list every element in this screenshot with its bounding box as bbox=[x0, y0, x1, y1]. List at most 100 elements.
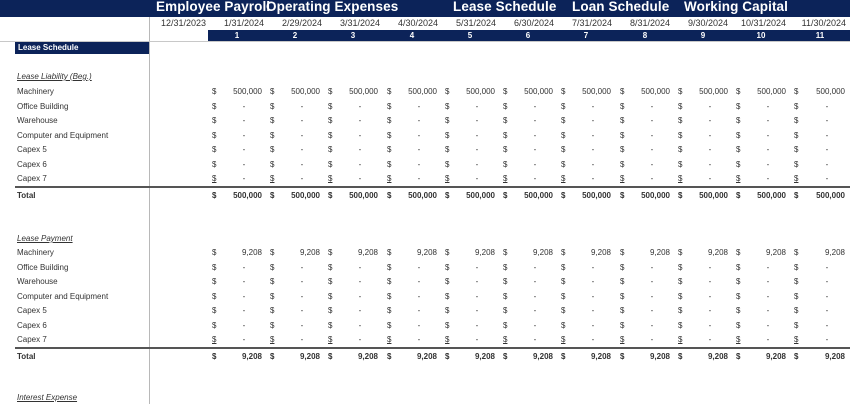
value-cell[interactable]: - bbox=[591, 335, 595, 344]
value-cell[interactable]: - bbox=[475, 291, 479, 301]
value-cell[interactable]: - bbox=[300, 335, 304, 344]
value-cell[interactable]: - bbox=[766, 145, 770, 154]
value-cell[interactable]: 9,208 bbox=[474, 248, 495, 257]
value-cell[interactable]: - bbox=[242, 320, 246, 330]
value-cell[interactable]: - bbox=[533, 130, 537, 140]
value-cell[interactable]: - bbox=[417, 320, 421, 330]
value-cell[interactable]: - bbox=[650, 174, 654, 183]
value-cell[interactable]: 500,000 bbox=[641, 87, 670, 96]
total-value-cell[interactable]: 500,000 bbox=[582, 190, 611, 200]
nav-lease-schedule[interactable]: Lease Schedule bbox=[453, 0, 557, 14]
value-cell[interactable]: - bbox=[358, 277, 362, 286]
value-cell[interactable]: - bbox=[650, 262, 654, 272]
value-cell[interactable]: - bbox=[300, 101, 304, 111]
value-cell[interactable]: - bbox=[650, 320, 654, 330]
value-cell[interactable]: - bbox=[766, 174, 770, 183]
value-cell[interactable]: - bbox=[417, 130, 421, 140]
value-cell[interactable]: - bbox=[708, 145, 712, 154]
value-cell[interactable]: 9,208 bbox=[416, 248, 437, 257]
value-cell[interactable]: - bbox=[475, 320, 479, 330]
value-cell[interactable]: - bbox=[417, 101, 421, 111]
value-cell[interactable]: 9,208 bbox=[241, 248, 262, 257]
value-cell[interactable]: - bbox=[766, 335, 770, 344]
value-cell[interactable]: - bbox=[358, 335, 362, 344]
value-cell[interactable]: - bbox=[417, 306, 421, 315]
value-cell[interactable]: 9,208 bbox=[532, 248, 553, 257]
value-cell[interactable]: - bbox=[825, 262, 829, 272]
value-cell[interactable]: - bbox=[708, 277, 712, 286]
value-cell[interactable]: - bbox=[300, 116, 304, 125]
value-cell[interactable]: - bbox=[650, 291, 654, 301]
value-cell[interactable]: - bbox=[708, 101, 712, 111]
value-cell[interactable]: - bbox=[475, 262, 479, 272]
value-cell[interactable]: - bbox=[591, 320, 595, 330]
value-cell[interactable]: 500,000 bbox=[757, 87, 786, 96]
total-value-cell[interactable]: 500,000 bbox=[233, 190, 262, 200]
value-cell[interactable]: - bbox=[300, 277, 304, 286]
value-cell[interactable]: - bbox=[300, 262, 304, 272]
value-cell[interactable]: - bbox=[300, 145, 304, 154]
value-cell[interactable]: - bbox=[242, 277, 246, 286]
value-cell[interactable]: 500,000 bbox=[582, 87, 611, 96]
value-cell[interactable]: - bbox=[242, 145, 246, 154]
value-cell[interactable]: - bbox=[650, 306, 654, 315]
value-cell[interactable]: 500,000 bbox=[699, 87, 728, 96]
value-cell[interactable]: - bbox=[533, 159, 537, 169]
value-cell[interactable]: - bbox=[708, 306, 712, 315]
value-cell[interactable]: 500,000 bbox=[816, 87, 845, 96]
total-value-cell[interactable]: 9,208 bbox=[241, 351, 262, 361]
value-cell[interactable]: - bbox=[242, 306, 246, 315]
value-cell[interactable]: - bbox=[766, 159, 770, 169]
nav-employee-payroll[interactable]: Employee Payroll bbox=[156, 0, 271, 14]
total-value-cell[interactable]: 500,000 bbox=[699, 190, 728, 200]
value-cell[interactable]: 9,208 bbox=[590, 248, 611, 257]
value-cell[interactable]: 500,000 bbox=[291, 87, 320, 96]
value-cell[interactable]: - bbox=[533, 145, 537, 154]
total-value-cell[interactable]: 500,000 bbox=[641, 190, 670, 200]
value-cell[interactable]: 500,000 bbox=[524, 87, 553, 96]
value-cell[interactable]: - bbox=[533, 335, 537, 344]
value-cell[interactable]: - bbox=[825, 291, 829, 301]
value-cell[interactable]: - bbox=[766, 306, 770, 315]
value-cell[interactable]: - bbox=[358, 101, 362, 111]
value-cell[interactable]: - bbox=[650, 130, 654, 140]
value-cell[interactable]: - bbox=[533, 116, 537, 125]
value-cell[interactable]: - bbox=[300, 159, 304, 169]
value-cell[interactable]: - bbox=[417, 145, 421, 154]
value-cell[interactable]: - bbox=[533, 306, 537, 315]
value-cell[interactable]: 500,000 bbox=[349, 87, 378, 96]
value-cell[interactable]: - bbox=[475, 145, 479, 154]
value-cell[interactable]: - bbox=[417, 277, 421, 286]
value-cell[interactable]: - bbox=[825, 101, 829, 111]
value-cell[interactable]: - bbox=[300, 320, 304, 330]
total-value-cell[interactable]: 500,000 bbox=[466, 190, 495, 200]
value-cell[interactable]: - bbox=[708, 130, 712, 140]
value-cell[interactable]: - bbox=[591, 116, 595, 125]
value-cell[interactable]: - bbox=[475, 174, 479, 183]
total-value-cell[interactable]: 9,208 bbox=[299, 351, 320, 361]
value-cell[interactable]: - bbox=[766, 320, 770, 330]
value-cell[interactable]: - bbox=[825, 277, 829, 286]
value-cell[interactable]: - bbox=[650, 101, 654, 111]
value-cell[interactable]: - bbox=[475, 277, 479, 286]
value-cell[interactable]: - bbox=[358, 320, 362, 330]
value-cell[interactable]: - bbox=[825, 145, 829, 154]
value-cell[interactable]: - bbox=[358, 145, 362, 154]
value-cell[interactable]: - bbox=[242, 159, 246, 169]
value-cell[interactable]: - bbox=[708, 159, 712, 169]
value-cell[interactable]: - bbox=[358, 291, 362, 301]
value-cell[interactable]: - bbox=[242, 291, 246, 301]
total-value-cell[interactable]: 9,208 bbox=[474, 351, 495, 361]
value-cell[interactable]: - bbox=[300, 306, 304, 315]
nav-working-capital[interactable]: Working Capital bbox=[684, 0, 789, 14]
nav-operating-expenses[interactable]: Operating Expenses bbox=[266, 0, 399, 14]
value-cell[interactable]: 500,000 bbox=[408, 87, 437, 96]
value-cell[interactable]: - bbox=[242, 130, 246, 140]
value-cell[interactable]: - bbox=[591, 145, 595, 154]
value-cell[interactable]: - bbox=[708, 116, 712, 125]
value-cell[interactable]: - bbox=[591, 306, 595, 315]
value-cell[interactable]: - bbox=[591, 262, 595, 272]
value-cell[interactable]: - bbox=[358, 116, 362, 125]
value-cell[interactable]: - bbox=[650, 145, 654, 154]
total-value-cell[interactable]: 9,208 bbox=[357, 351, 378, 361]
